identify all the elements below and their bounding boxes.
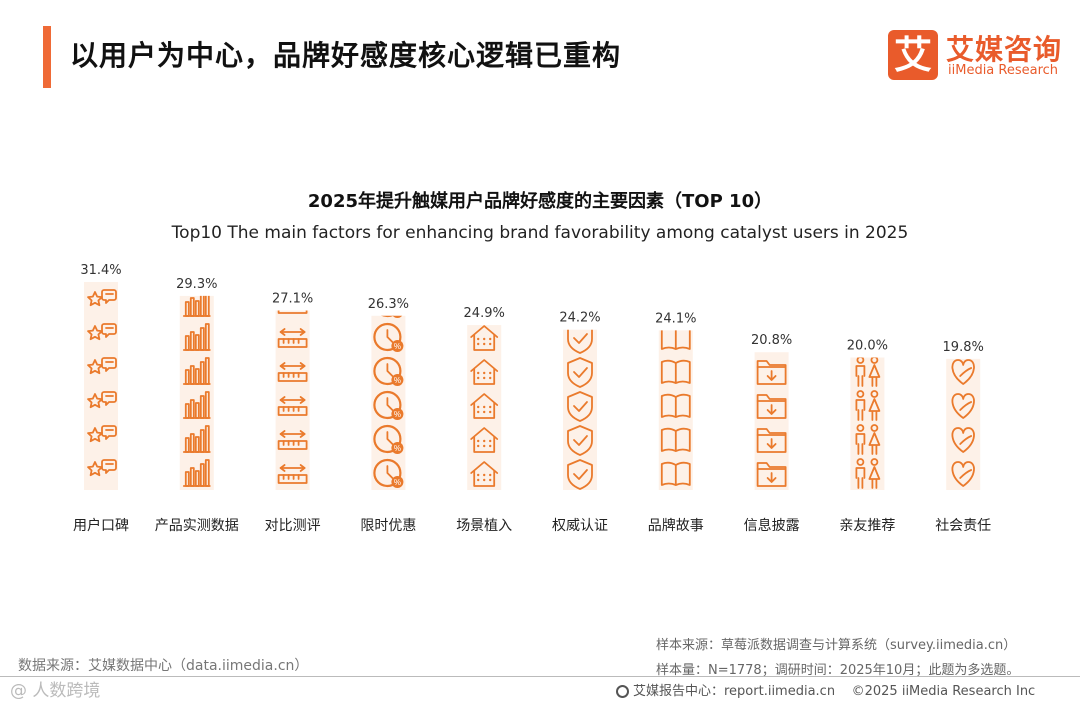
value-label: 26.3% bbox=[368, 297, 409, 312]
value-label: 27.1% bbox=[272, 291, 313, 306]
page-title: 以用户为中心，品牌好感度核心逻辑已重构 bbox=[70, 39, 622, 72]
category-label: 用户口碑 bbox=[73, 517, 129, 534]
shield-check-icon bbox=[567, 329, 593, 490]
data-source: 数据来源：艾媒数据中心（data.iimedia.cn） bbox=[18, 658, 309, 674]
folder-down-icon bbox=[756, 360, 787, 487]
iimedia-logo: 艾 艾媒咨询 iiMedia Research bbox=[888, 30, 1068, 82]
category-label: 社会责任 bbox=[935, 518, 991, 534]
logo-en-text: iiMedia Research bbox=[948, 63, 1059, 78]
pictogram-chart: 31.4%用户口碑29.3%产品实测数据27.1%对比测评%%%%%%%26.3… bbox=[73, 263, 991, 534]
couple-icon bbox=[855, 357, 881, 489]
bar-10: 19.8% 社会责任 bbox=[935, 340, 991, 534]
bar-5: 24.9% 场景植入 bbox=[456, 306, 512, 534]
bar-3: 27.1% 对比测评 bbox=[265, 291, 321, 534]
bar-background bbox=[946, 358, 981, 490]
watermark: @ 人数跨境 bbox=[10, 681, 101, 701]
bar-2: 29.3% 产品实测数据 bbox=[155, 277, 239, 534]
bar-chart-icon bbox=[182, 295, 211, 487]
house-icon bbox=[470, 325, 499, 487]
bar-background bbox=[84, 282, 118, 490]
star-chat-icon bbox=[87, 289, 117, 477]
category-label: 对比测评 bbox=[265, 518, 321, 534]
chart-subtitle: Top10 The main factors for enhancing bra… bbox=[171, 223, 909, 243]
logo-mark: 艾 bbox=[888, 30, 938, 80]
clock-percent-icon: %%%%%%% bbox=[373, 274, 404, 488]
bar-1: 31.4% 用户口碑 bbox=[73, 263, 129, 534]
title-accent-bar bbox=[43, 26, 51, 88]
svg-text:%: % bbox=[394, 308, 401, 317]
svg-text:%: % bbox=[394, 478, 401, 487]
logo-cn-text: 艾媒咨询 bbox=[946, 33, 1063, 66]
footer-info: 艾媒报告中心：report.iimedia.cn ©2025 iiMedia R… bbox=[616, 680, 1035, 699]
bar-8: 20.8% 信息披露 bbox=[744, 333, 800, 534]
sample-source: 样本来源：草莓派数据调查与计算系统（survey.iimedia.cn） bbox=[656, 638, 1017, 653]
value-label: 24.2% bbox=[559, 311, 600, 326]
bar-6: 24.2% 权威认证 bbox=[552, 311, 608, 534]
chart-title: 2025年提升触媒用户品牌好感度的主要因素（TOP 10） bbox=[307, 191, 773, 212]
category-label: 权威认证 bbox=[552, 518, 608, 534]
category-label: 产品实测数据 bbox=[155, 518, 239, 534]
bar-9: 20.0% 亲友推荐 bbox=[839, 339, 895, 534]
value-label: 29.3% bbox=[176, 277, 217, 292]
svg-text:%: % bbox=[394, 274, 401, 283]
svg-text:%: % bbox=[394, 342, 401, 351]
value-label: 24.9% bbox=[464, 306, 505, 321]
svg-text:%: % bbox=[394, 376, 401, 385]
heart-leaf-icon bbox=[951, 359, 975, 487]
svg-text:%: % bbox=[394, 444, 401, 453]
ruler-icon bbox=[277, 310, 308, 484]
value-label: 24.1% bbox=[655, 311, 696, 326]
value-label: 31.4% bbox=[80, 263, 121, 278]
value-label: 19.8% bbox=[943, 340, 984, 355]
category-label: 场景植入 bbox=[456, 518, 512, 534]
sample-info: 样本量：N=1778；调研时间：2025年10月；此题为多选题。 bbox=[656, 663, 1020, 678]
category-label: 限时优惠 bbox=[360, 518, 416, 534]
category-label: 品牌故事 bbox=[648, 517, 704, 534]
footer-divider bbox=[0, 676, 1080, 677]
category-label: 亲友推荐 bbox=[839, 518, 895, 534]
report-center-link[interactable]: 艾媒报告中心：report.iimedia.cn bbox=[633, 684, 836, 699]
bar-4: %%%%%%%26.3%限时优惠 bbox=[360, 274, 416, 534]
globe-icon bbox=[616, 685, 629, 698]
bar-7: 24.1% 品牌故事 bbox=[648, 311, 704, 534]
svg-text:%: % bbox=[394, 410, 401, 419]
category-label: 信息披露 bbox=[744, 517, 800, 534]
book-icon bbox=[660, 330, 691, 486]
copyright: ©2025 iiMedia Research Inc bbox=[851, 684, 1036, 699]
value-label: 20.0% bbox=[847, 339, 888, 354]
value-label: 20.8% bbox=[751, 333, 792, 348]
